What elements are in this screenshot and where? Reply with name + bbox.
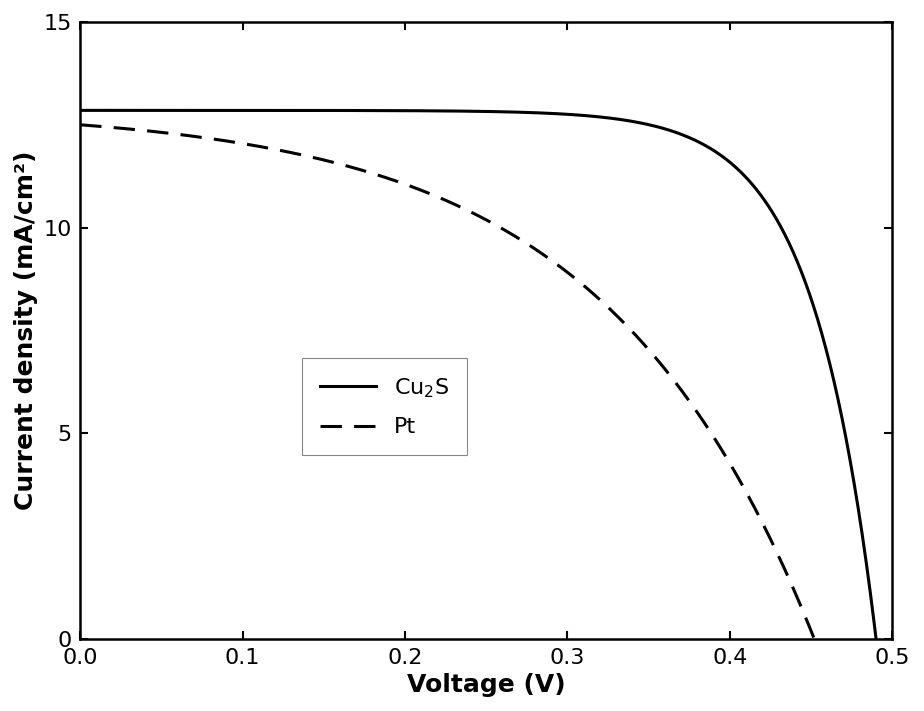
Cu$_2$S xyxy=(334,106,346,114)
Pt xyxy=(577,279,588,288)
Cu$_2$S xyxy=(870,635,881,643)
Cu$_2$S xyxy=(747,181,758,189)
Y-axis label: Current density (mA/cm²): Current density (mA/cm²) xyxy=(14,151,38,510)
Legend: Cu$_2$S, Pt: Cu$_2$S, Pt xyxy=(302,358,467,455)
Pt xyxy=(667,375,678,383)
Cu$_2$S xyxy=(307,106,318,114)
Pt xyxy=(502,227,513,235)
Cu$_2$S xyxy=(251,106,262,114)
Cu$_2$S xyxy=(220,106,231,114)
Pt xyxy=(75,120,86,129)
Line: Pt: Pt xyxy=(80,124,814,639)
Pt xyxy=(578,280,589,289)
X-axis label: Voltage (V): Voltage (V) xyxy=(407,673,565,697)
Pt xyxy=(808,635,820,643)
Line: Cu$_2$S: Cu$_2$S xyxy=(80,110,876,639)
Cu$_2$S xyxy=(431,107,442,115)
Pt xyxy=(311,154,322,163)
Cu$_2$S xyxy=(75,106,86,114)
Pt xyxy=(406,182,417,191)
